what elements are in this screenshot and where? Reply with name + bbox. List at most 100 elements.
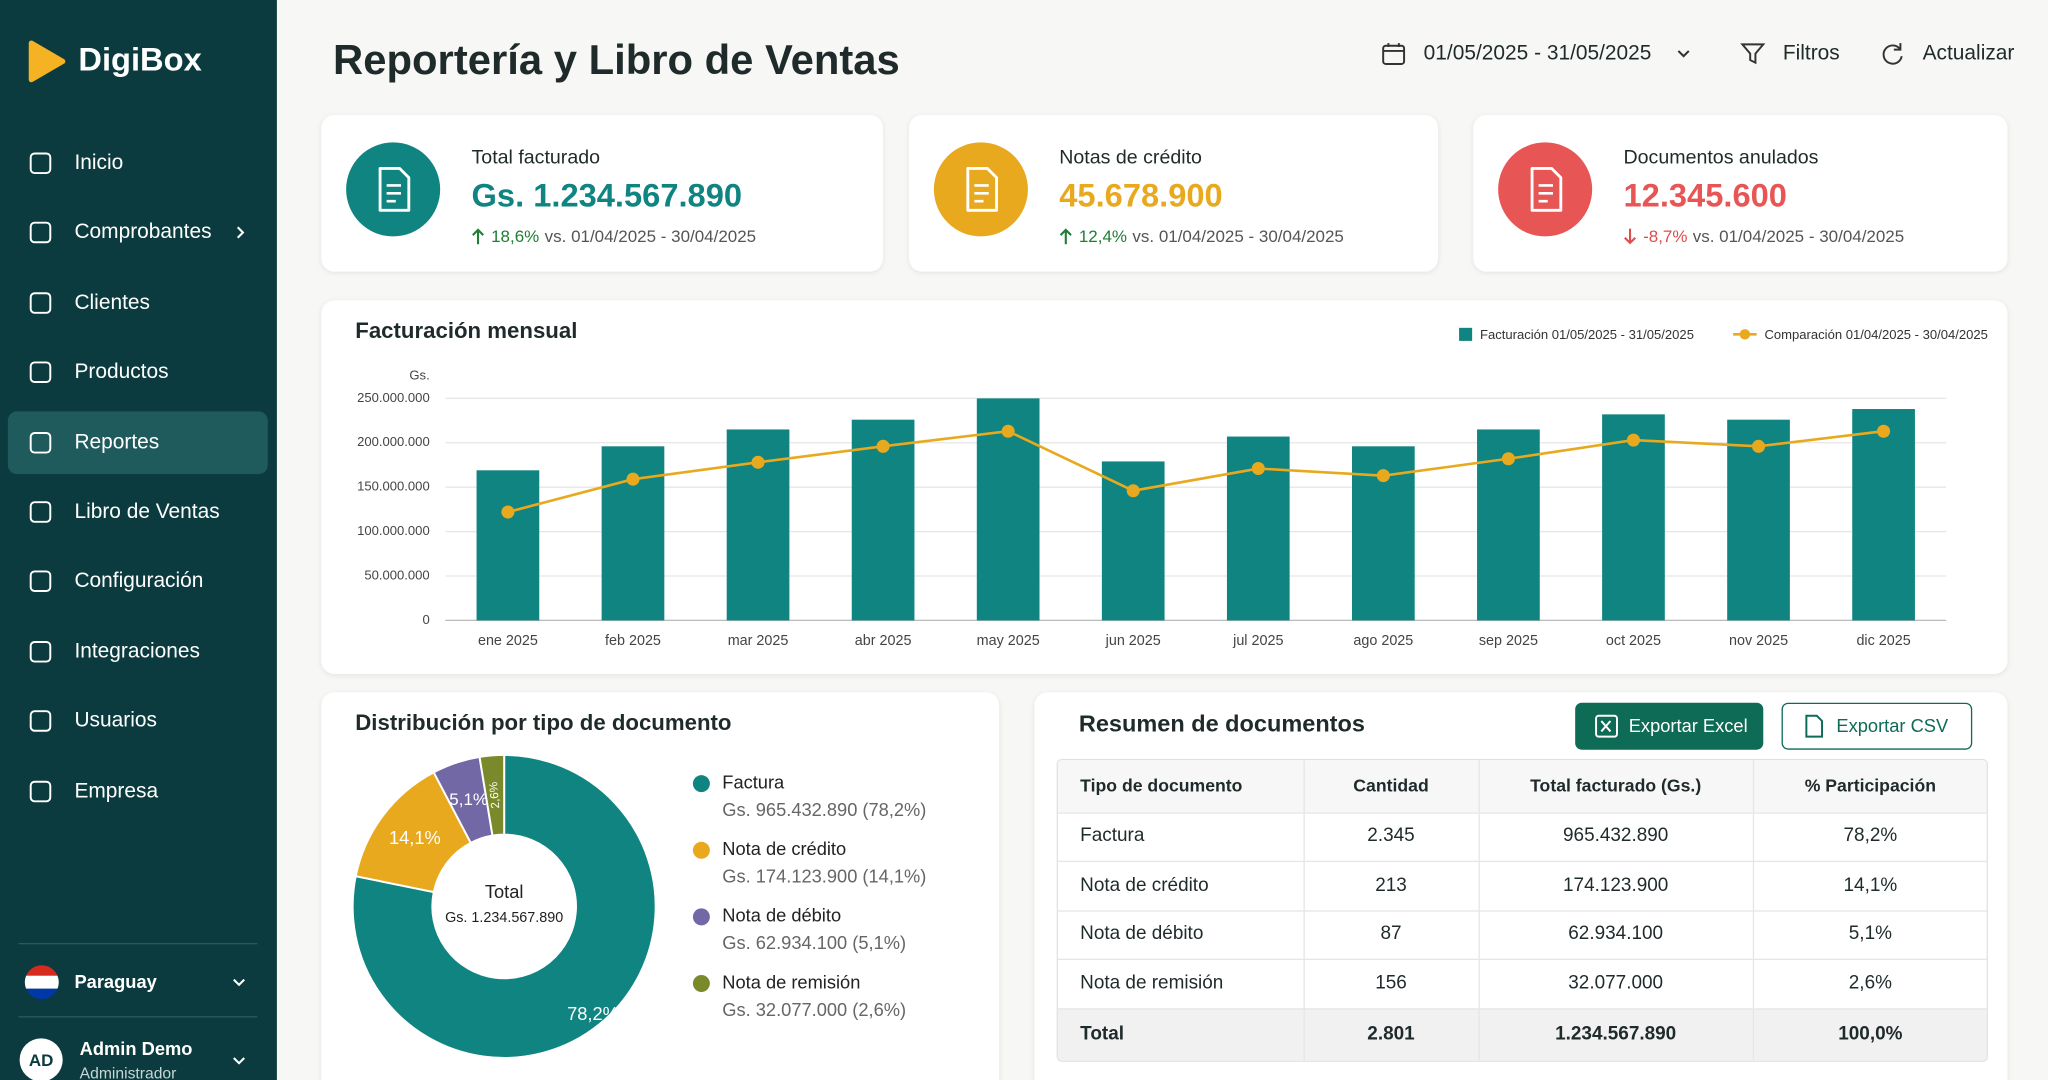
table-cell: 174.123.900 (1562, 875, 1669, 896)
table-cell: 2,6% (1848, 973, 1892, 994)
divider (18, 1016, 258, 1018)
nav-item[interactable]: Empresa (74, 779, 159, 802)
kpi-icon (1498, 142, 1593, 237)
trend-arrow (470, 227, 486, 252)
flag (24, 965, 59, 1000)
export-excel-button[interactable]: Exportar Excel (1575, 702, 1764, 750)
export-csv-button[interactable]: Exportar CSV (1781, 702, 1973, 750)
cell-border (1303, 812, 1305, 861)
refresh-icon (1882, 43, 1903, 65)
table-row (1057, 910, 1987, 960)
table-row (1057, 958, 1987, 1010)
page-title: Reportería y Libro de Ventas (333, 36, 900, 84)
table-row (1057, 760, 1987, 813)
table-cell: 78,2% (1843, 825, 1898, 847)
table-cell: 32.077.000 (1568, 973, 1664, 994)
cell-border (1478, 958, 1480, 1009)
cell-border (1303, 760, 1305, 813)
divider (18, 943, 258, 945)
country[interactable]: Paraguay (74, 971, 157, 993)
kpi-label: Notas de crédito (1059, 146, 1202, 169)
filters-button[interactable]: Filtros (1782, 42, 1840, 65)
cell-border (1478, 812, 1480, 861)
nav-item[interactable]: Reportes (74, 431, 160, 454)
logo (28, 40, 66, 83)
chevron (231, 224, 249, 249)
cell-border (1303, 958, 1305, 1009)
nav-icon (27, 290, 53, 316)
nav-item[interactable]: Comprobantes (74, 221, 212, 244)
kpi-card: Notas de crédito 45.678.900 12,4% vs. 01/04… (909, 114, 1439, 272)
cell-border (1752, 1008, 1755, 1061)
trend-arrow (1058, 227, 1074, 252)
nav-icon (27, 708, 53, 734)
table: Tipo de documento Cantidad Total facturado… (1056, 758, 1988, 1062)
kpi-change: 18,6% (491, 226, 540, 246)
kpi-value: 12.345.600 (1623, 177, 1787, 215)
refresh-button[interactable]: Actualizar (1922, 42, 2015, 65)
sidebar: DigiBox Paraguay AD Admin Demo Administr… (0, 0, 277, 1080)
table-cell: 965.432.890 (1562, 825, 1669, 847)
nav-item[interactable]: Usuarios (74, 709, 157, 733)
chart-title: Distribución por tipo de documento (355, 710, 732, 736)
table-cell: Total (1080, 1023, 1124, 1045)
table-cell: Nota de débito (1080, 923, 1204, 945)
chart-title: Facturación mensual (355, 318, 578, 344)
kpi-value: 45.678.900 (1059, 177, 1223, 215)
nav-icon (27, 638, 53, 664)
date-range[interactable]: 01/05/2025 - 31/05/2025 (1423, 42, 1652, 65)
cell-border (1752, 760, 1755, 813)
table-cell: Nota de crédito (1080, 875, 1209, 896)
table-row (1057, 860, 1987, 912)
kpi-value: Gs. 1.234.567.890 (471, 177, 743, 215)
table-cell: 2.345 (1367, 825, 1415, 847)
donut-card (321, 692, 1000, 1080)
kpi-comparison: vs. 01/04/2025 - 30/04/2025 (1692, 226, 1905, 246)
table-cell: 14,1% (1843, 875, 1898, 896)
nav-item[interactable]: Libro de Ventas (74, 500, 220, 523)
table-row (1057, 812, 1987, 863)
cell-border (1478, 760, 1480, 813)
table-cell: 2.801 (1367, 1023, 1415, 1045)
nav-icon (27, 499, 53, 525)
cell-border (1752, 812, 1755, 861)
table-cell: 62.934.100 (1568, 923, 1664, 945)
kpi-comparison: vs. 01/04/2025 - 30/04/2025 (544, 226, 757, 246)
nav-item[interactable]: Integraciones (74, 640, 200, 663)
button-label: Exportar Excel (1628, 715, 1748, 737)
nav-item[interactable]: Productos (74, 361, 169, 384)
cell-border (1752, 860, 1755, 911)
user-name: Admin Demo (79, 1037, 193, 1059)
chevron (233, 1057, 245, 1065)
nav-icon (27, 569, 53, 595)
column-header: % Participación (1804, 775, 1937, 796)
cell-border (1303, 1008, 1305, 1061)
chart-card (321, 300, 2008, 674)
button-label: Exportar CSV (1836, 715, 1949, 737)
column-header: Cantidad (1353, 775, 1429, 796)
kpi-label: Total facturado (471, 146, 601, 169)
table-cell: Factura (1080, 825, 1145, 847)
nav-icon (27, 220, 53, 246)
kpi-card: Total facturado Gs. 1.234.567.890 18,6% vs.… (321, 114, 883, 272)
avatar: AD (19, 1038, 63, 1080)
cell-border (1478, 910, 1480, 959)
kpi-icon (933, 142, 1028, 237)
nav-icon (27, 359, 53, 385)
cell-border (1303, 910, 1305, 959)
column-header: Total facturado (Gs.) (1530, 775, 1702, 796)
nav-item[interactable]: Clientes (74, 291, 150, 314)
nav-item[interactable]: Inicio (74, 152, 124, 175)
kpi-comparison: vs. 01/04/2025 - 30/04/2025 (1132, 226, 1344, 246)
table-cell: 1.234.567.890 (1555, 1023, 1677, 1045)
table-row (1057, 1008, 1987, 1061)
table-cell: 213 (1375, 875, 1407, 896)
chevron (233, 978, 245, 987)
nav-item[interactable]: Configuración (74, 570, 204, 593)
nav-icon (27, 429, 53, 455)
brand: DigiBox (78, 41, 202, 79)
kpi-icon (346, 142, 441, 237)
calendar-icon (1382, 43, 1406, 65)
trend-arrow (1622, 227, 1638, 252)
kpi-card: Documentos anulados 12.345.600 -8,7% vs. 01… (1473, 114, 2008, 272)
